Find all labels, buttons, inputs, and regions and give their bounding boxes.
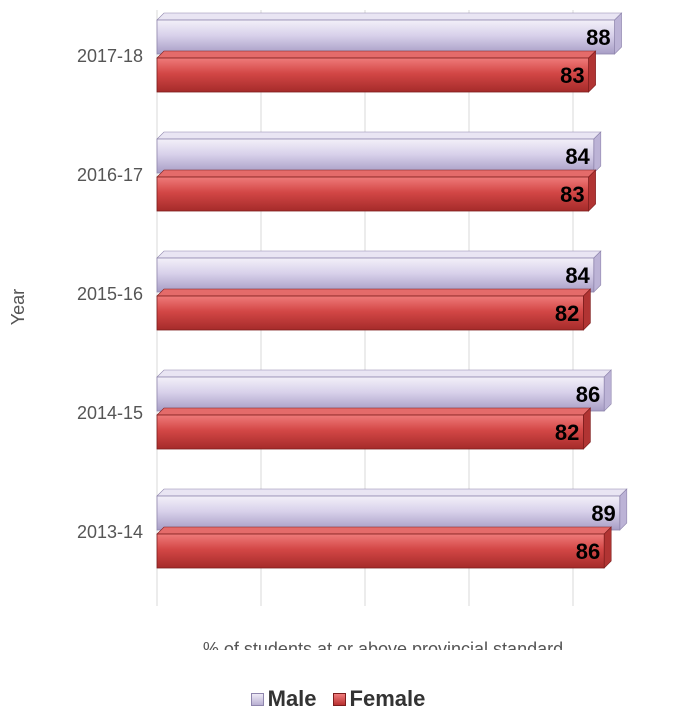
bar-chart: 2013-14 89 86 2014-15 86 82 2015-16 84 82 2016-17…: [8, 10, 628, 659]
bar-female[interactable]: [156, 295, 584, 331]
y-tick-label: 2017-18: [77, 46, 143, 66]
bar-female[interactable]: [156, 57, 590, 93]
bar-female-side: [588, 50, 596, 93]
labels: 2013-14 89 86 2014-15 86 82 2015-16 84 82 2016-17…: [77, 25, 616, 564]
bar-male-top: [156, 369, 612, 378]
y-tick-label: 2016-17: [77, 165, 143, 185]
legend-item-male[interactable]: Male: [250, 686, 317, 712]
legend-label-female: Female: [349, 686, 426, 711]
legend: Male Female: [0, 686, 676, 712]
data-label-female: 83: [560, 182, 584, 207]
bar-male[interactable]: [156, 376, 605, 412]
data-label-male: 84: [565, 144, 590, 169]
bar-male[interactable]: [156, 19, 616, 55]
data-label-female: 82: [555, 301, 579, 326]
bar-female-side: [588, 169, 596, 212]
legend-swatch-male: [250, 692, 264, 706]
y-tick-label: 2015-16: [77, 284, 143, 304]
bar-female-top: [156, 526, 612, 535]
bar-male-side: [614, 12, 622, 55]
data-label-male: 89: [591, 501, 615, 526]
legend-label-male: Male: [267, 686, 317, 711]
bar-female-top: [156, 169, 597, 178]
bar-female-top: [156, 50, 597, 59]
legend-item-female[interactable]: Female: [332, 686, 426, 712]
bars: [156, 12, 628, 569]
bar-male-side: [593, 250, 602, 293]
bar-male[interactable]: [156, 257, 595, 293]
bar-female-top: [156, 407, 592, 416]
bar-female[interactable]: [156, 176, 590, 212]
bar-male-side: [619, 488, 628, 531]
data-label-male: 86: [576, 382, 600, 407]
bar-female[interactable]: [156, 414, 584, 450]
bar-male[interactable]: [156, 138, 595, 174]
data-label-male: 84: [565, 263, 590, 288]
bar-male-top: [156, 250, 602, 259]
y-axis-title: Year: [8, 289, 28, 325]
data-label-female: 86: [576, 539, 600, 564]
bar-male-side: [593, 131, 602, 174]
bar-male-top: [156, 12, 623, 21]
bar-female-side: [583, 407, 591, 450]
legend-swatch-female: [332, 692, 346, 706]
y-tick-label: 2013-14: [77, 522, 143, 542]
bar-female-side: [603, 526, 612, 569]
y-tick-label: 2014-15: [77, 403, 143, 423]
bar-male-side: [603, 369, 612, 412]
bar-female-side: [583, 288, 591, 331]
bar-male-top: [156, 488, 628, 497]
bar-male[interactable]: [156, 495, 621, 531]
data-label-female: 83: [560, 63, 584, 88]
data-label-male: 88: [586, 25, 610, 50]
bar-female[interactable]: [156, 533, 605, 569]
data-label-female: 82: [555, 420, 579, 445]
bar-male-top: [156, 131, 602, 140]
bar-female-top: [156, 288, 592, 297]
x-axis-title: % of students at or above provincial sta…: [203, 639, 563, 650]
